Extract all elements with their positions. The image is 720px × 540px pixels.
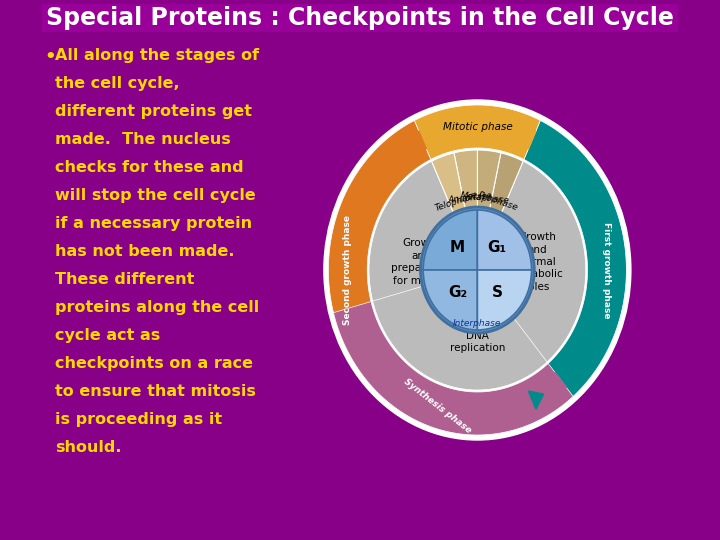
- Polygon shape: [333, 301, 573, 435]
- Text: DNA
replication: DNA replication: [450, 331, 505, 353]
- Text: First growth phase: First growth phase: [603, 222, 611, 318]
- Text: cycle act as: cycle act as: [55, 328, 160, 343]
- Wedge shape: [477, 270, 531, 330]
- Text: is proceeding as it: is proceeding as it: [55, 412, 222, 427]
- Text: has not been made.: has not been made.: [55, 244, 234, 259]
- Text: G₂: G₂: [448, 285, 467, 300]
- Text: G₁: G₁: [487, 240, 507, 255]
- Text: Anaphase: Anaphase: [448, 192, 493, 205]
- Polygon shape: [328, 120, 431, 420]
- Text: should.: should.: [55, 440, 121, 455]
- Text: if a necessary protein: if a necessary protein: [55, 216, 252, 231]
- Text: Interphase: Interphase: [453, 320, 502, 328]
- Polygon shape: [528, 391, 544, 409]
- Wedge shape: [454, 150, 477, 270]
- Text: Growth
and
normal
metabolic
roles: Growth and normal metabolic roles: [511, 232, 563, 292]
- Text: S: S: [492, 285, 503, 300]
- Text: Growth
and
preparation
for mitosis: Growth and preparation for mitosis: [390, 238, 451, 286]
- FancyBboxPatch shape: [42, 4, 678, 32]
- Text: made.  The nucleus: made. The nucleus: [55, 132, 230, 147]
- Text: •: •: [44, 48, 55, 66]
- Text: Prophase: Prophase: [477, 191, 520, 213]
- Wedge shape: [477, 150, 501, 270]
- Wedge shape: [423, 270, 477, 330]
- Text: will stop the cell cycle: will stop the cell cycle: [55, 188, 256, 203]
- Text: the cell cycle,: the cell cycle,: [55, 76, 179, 91]
- Text: All along the stages of: All along the stages of: [55, 48, 259, 63]
- Text: Telophase: Telophase: [433, 190, 480, 213]
- Polygon shape: [411, 131, 426, 149]
- Circle shape: [324, 100, 631, 440]
- Wedge shape: [373, 270, 547, 390]
- Polygon shape: [415, 105, 540, 159]
- Text: different proteins get: different proteins get: [55, 104, 252, 119]
- Wedge shape: [423, 210, 477, 270]
- Text: These different: These different: [55, 272, 194, 287]
- Wedge shape: [477, 210, 531, 270]
- Polygon shape: [522, 131, 536, 149]
- Text: checks for these and: checks for these and: [55, 160, 243, 175]
- Text: Synthesis phase: Synthesis phase: [402, 377, 473, 436]
- Polygon shape: [551, 372, 567, 389]
- Text: Second growth phase: Second growth phase: [343, 215, 352, 325]
- Text: Mitotic phase: Mitotic phase: [443, 122, 512, 132]
- Text: Metaphase: Metaphase: [459, 191, 510, 206]
- Text: proteins along the cell: proteins along the cell: [55, 300, 259, 315]
- Circle shape: [420, 207, 534, 333]
- Polygon shape: [524, 120, 626, 420]
- Text: to ensure that mitosis: to ensure that mitosis: [55, 384, 256, 399]
- Wedge shape: [477, 161, 586, 379]
- Wedge shape: [369, 161, 477, 379]
- Text: M: M: [450, 240, 465, 255]
- Wedge shape: [431, 153, 477, 270]
- Text: checkpoints on a race: checkpoints on a race: [55, 356, 253, 371]
- Text: Special Proteins : Checkpoints in the Cell Cycle: Special Proteins : Checkpoints in the Ce…: [46, 6, 674, 30]
- Wedge shape: [477, 153, 523, 270]
